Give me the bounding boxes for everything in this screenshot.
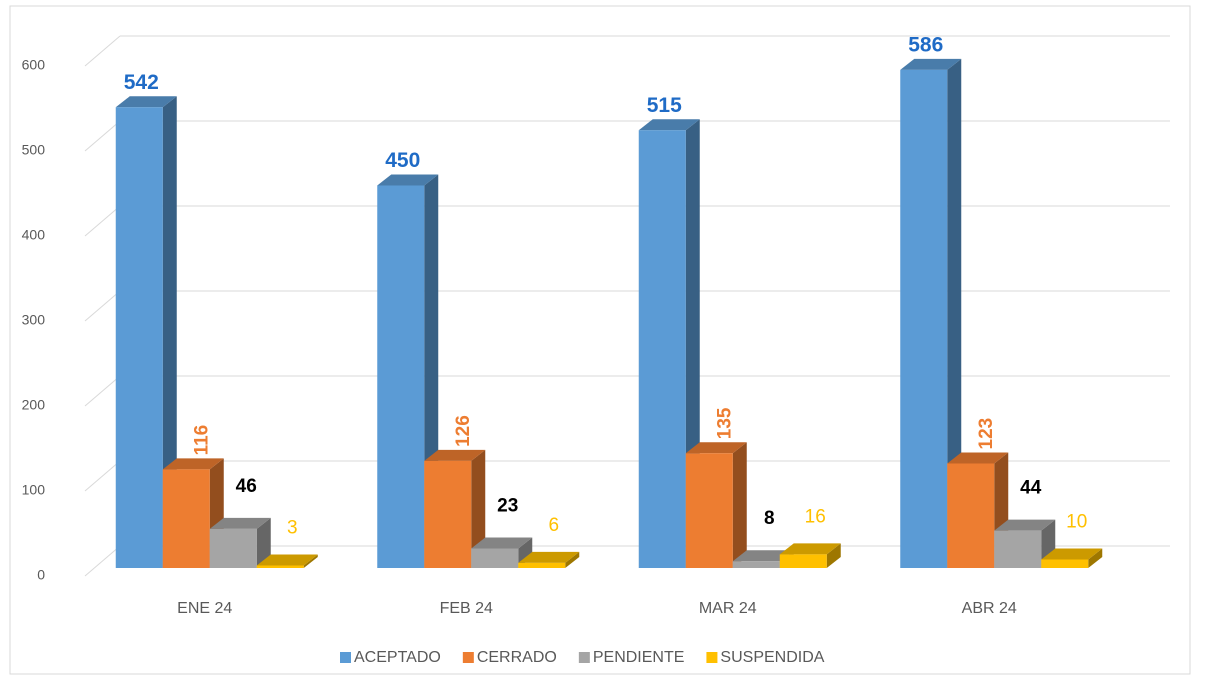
- bar-side: [471, 449, 486, 568]
- value-label: 126: [453, 415, 474, 447]
- value-label: 123: [976, 418, 997, 450]
- bar-side: [947, 58, 962, 569]
- bar-side: [162, 96, 177, 569]
- y-tick-label: 600: [22, 57, 46, 73]
- grid-line-diagonal: [84, 205, 121, 237]
- bar-front: [638, 130, 686, 568]
- value-label: 16: [805, 506, 826, 527]
- bar-top: [256, 554, 318, 566]
- bar-front: [424, 460, 472, 568]
- bar-front: [779, 554, 827, 568]
- bar-front: [256, 565, 304, 568]
- bar-front: [209, 528, 257, 568]
- bar: [424, 449, 486, 568]
- value-label: 46: [236, 476, 257, 497]
- bar-side: [732, 442, 747, 568]
- bar-side: [303, 554, 318, 568]
- bar-top: [994, 519, 1056, 531]
- y-tick-label: 300: [22, 312, 46, 328]
- bar-top: [471, 537, 533, 549]
- grid-line-diagonal: [84, 375, 121, 407]
- legend-label: CERRADO: [477, 649, 557, 666]
- y-tick-label: 0: [37, 567, 45, 583]
- value-label: 6: [548, 515, 559, 536]
- bar-top: [377, 174, 439, 186]
- grid-line-diagonal: [84, 545, 121, 577]
- bar: [900, 58, 962, 569]
- value-label: 542: [124, 71, 159, 94]
- bar-front: [947, 463, 995, 568]
- value-label: 135: [714, 407, 735, 439]
- y-tick-label: 100: [22, 482, 46, 498]
- bar: [779, 543, 841, 568]
- bar-front: [377, 185, 425, 568]
- bar-front: [685, 453, 733, 568]
- value-label: 23: [497, 495, 518, 516]
- bar: [685, 442, 747, 568]
- bar-front: [994, 530, 1042, 568]
- bar-top: [947, 452, 1009, 464]
- legend-swatch: [578, 652, 590, 663]
- bar-front: [162, 469, 210, 568]
- bar-top: [685, 442, 747, 454]
- value-label: 116: [191, 425, 212, 456]
- value-label: 515: [647, 94, 682, 117]
- value-label: 44: [1020, 478, 1042, 499]
- grid-line-diagonal: [84, 35, 121, 67]
- bar-side: [1088, 548, 1103, 568]
- bar-top: [115, 96, 177, 108]
- legend-swatch: [706, 652, 718, 663]
- grid-line-diagonal: [84, 120, 121, 152]
- bar: [256, 554, 318, 568]
- bar: [115, 96, 177, 569]
- y-tick-label: 500: [22, 142, 46, 158]
- bar: [471, 537, 533, 568]
- bar-top: [518, 551, 580, 563]
- bar: [518, 551, 580, 568]
- value-label: 586: [908, 33, 943, 56]
- value-label: 10: [1066, 512, 1087, 533]
- legend-label: PENDIENTE: [593, 649, 685, 666]
- bar-top: [424, 449, 486, 461]
- grid-line-diagonal: [84, 290, 121, 322]
- bar: [1041, 548, 1103, 568]
- x-tick-label: MAR 24: [699, 600, 757, 617]
- x-tick-label: FEB 24: [440, 600, 493, 617]
- bar-front: [518, 562, 566, 568]
- bar-top: [209, 517, 271, 529]
- bar-front: [471, 548, 519, 568]
- bar-side: [565, 551, 580, 568]
- y-tick-label: 200: [22, 397, 46, 413]
- bar-front: [900, 69, 948, 569]
- legend-label: ACEPTADO: [354, 649, 441, 666]
- value-label: 3: [287, 517, 298, 538]
- bar-side: [256, 517, 271, 568]
- chart-border: [9, 5, 1191, 675]
- bar: [209, 517, 271, 568]
- value-label: 450: [385, 149, 420, 172]
- bar-front: [115, 107, 163, 569]
- bar-top: [162, 458, 224, 470]
- x-tick-label: ENE 24: [177, 600, 232, 617]
- bar-top: [779, 543, 841, 555]
- y-tick-label: 400: [22, 227, 46, 243]
- bar-side: [826, 543, 841, 568]
- bar-front: [1041, 559, 1089, 568]
- grid-line-diagonal: [84, 460, 121, 492]
- bar-top: [732, 550, 794, 562]
- legend-swatch: [462, 652, 474, 663]
- legend-swatch: [340, 652, 351, 663]
- x-tick-label: ABR 24: [962, 600, 1017, 617]
- bar-top: [638, 119, 700, 131]
- legend-label: SUSPENDIDA: [720, 649, 824, 666]
- value-label: 8: [764, 508, 775, 529]
- bar-top: [900, 58, 962, 70]
- bar-top: [1041, 548, 1103, 560]
- bar-front: [732, 561, 780, 568]
